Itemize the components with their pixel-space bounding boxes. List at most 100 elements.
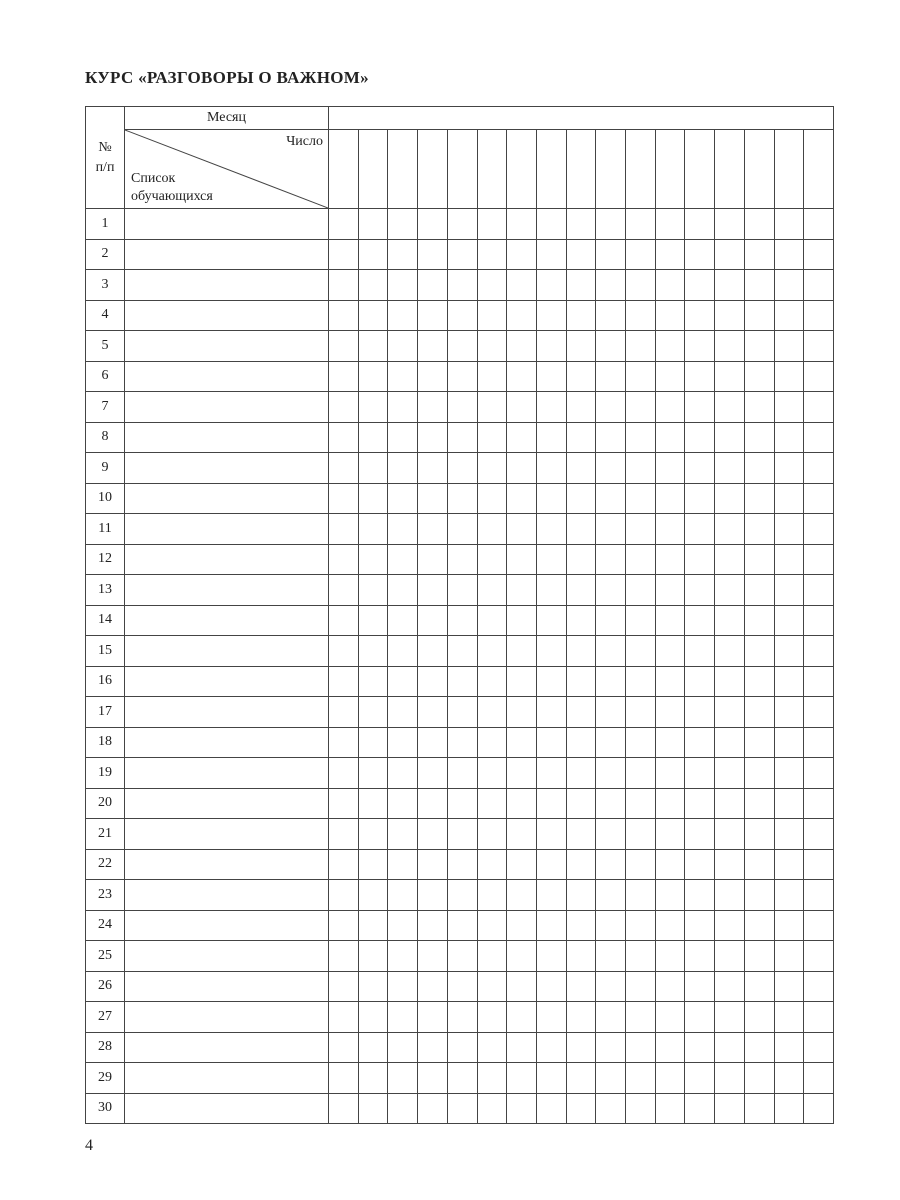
attendance-cell[interactable]: [328, 543, 359, 575]
attendance-cell[interactable]: [714, 330, 745, 362]
attendance-cell[interactable]: [773, 818, 805, 850]
attendance-cell[interactable]: [446, 1062, 478, 1094]
attendance-cell[interactable]: [535, 299, 567, 331]
attendance-cell[interactable]: [595, 299, 627, 331]
attendance-cell[interactable]: [387, 1031, 419, 1063]
month-input-cell[interactable]: [328, 106, 834, 130]
attendance-cell[interactable]: [357, 940, 389, 972]
attendance-cell[interactable]: [743, 1062, 775, 1094]
attendance-cell[interactable]: [328, 818, 359, 850]
attendance-cell[interactable]: [684, 635, 716, 667]
attendance-cell[interactable]: [595, 818, 627, 850]
attendance-cell[interactable]: [684, 1001, 716, 1033]
attendance-cell[interactable]: [446, 452, 478, 484]
attendance-cell[interactable]: [684, 421, 716, 453]
attendance-cell[interactable]: [506, 452, 537, 484]
attendance-cell[interactable]: [328, 452, 359, 484]
attendance-cell[interactable]: [476, 909, 508, 941]
student-name-cell[interactable]: [124, 818, 329, 850]
attendance-cell[interactable]: [743, 360, 775, 392]
attendance-cell[interactable]: [506, 787, 537, 819]
attendance-cell[interactable]: [714, 818, 745, 850]
attendance-cell[interactable]: [654, 452, 686, 484]
attendance-cell[interactable]: [595, 269, 627, 301]
attendance-cell[interactable]: [387, 330, 419, 362]
attendance-cell[interactable]: [417, 543, 448, 575]
attendance-cell[interactable]: [714, 909, 745, 941]
attendance-cell[interactable]: [476, 665, 508, 697]
attendance-cell[interactable]: [387, 482, 419, 514]
day-number-cell[interactable]: [446, 129, 478, 209]
attendance-cell[interactable]: [654, 330, 686, 362]
attendance-cell[interactable]: [625, 696, 656, 728]
attendance-cell[interactable]: [446, 1092, 478, 1124]
attendance-cell[interactable]: [773, 757, 805, 789]
attendance-cell[interactable]: [565, 1062, 597, 1094]
attendance-cell[interactable]: [654, 848, 686, 880]
attendance-cell[interactable]: [803, 696, 834, 728]
student-name-cell[interactable]: [124, 909, 329, 941]
attendance-cell[interactable]: [773, 665, 805, 697]
attendance-cell[interactable]: [387, 391, 419, 423]
attendance-cell[interactable]: [625, 970, 656, 1002]
attendance-cell[interactable]: [476, 757, 508, 789]
attendance-cell[interactable]: [625, 909, 656, 941]
attendance-cell[interactable]: [625, 269, 656, 301]
attendance-cell[interactable]: [535, 909, 567, 941]
attendance-cell[interactable]: [446, 391, 478, 423]
attendance-cell[interactable]: [773, 1031, 805, 1063]
day-number-cell[interactable]: [417, 129, 448, 209]
attendance-cell[interactable]: [684, 757, 716, 789]
attendance-cell[interactable]: [595, 909, 627, 941]
attendance-cell[interactable]: [357, 757, 389, 789]
day-number-cell[interactable]: [387, 129, 419, 209]
attendance-cell[interactable]: [654, 574, 686, 606]
attendance-cell[interactable]: [328, 1031, 359, 1063]
attendance-cell[interactable]: [625, 208, 656, 240]
attendance-cell[interactable]: [714, 269, 745, 301]
attendance-cell[interactable]: [328, 330, 359, 362]
attendance-cell[interactable]: [476, 1031, 508, 1063]
attendance-cell[interactable]: [446, 604, 478, 636]
attendance-cell[interactable]: [743, 940, 775, 972]
attendance-cell[interactable]: [417, 970, 448, 1002]
attendance-cell[interactable]: [803, 360, 834, 392]
attendance-cell[interactable]: [417, 787, 448, 819]
attendance-cell[interactable]: [684, 940, 716, 972]
attendance-cell[interactable]: [743, 513, 775, 545]
attendance-cell[interactable]: [743, 1092, 775, 1124]
attendance-cell[interactable]: [446, 970, 478, 1002]
attendance-cell[interactable]: [773, 299, 805, 331]
attendance-cell[interactable]: [476, 513, 508, 545]
attendance-cell[interactable]: [803, 452, 834, 484]
attendance-cell[interactable]: [654, 696, 686, 728]
attendance-cell[interactable]: [446, 818, 478, 850]
attendance-cell[interactable]: [417, 513, 448, 545]
attendance-cell[interactable]: [773, 513, 805, 545]
attendance-cell[interactable]: [743, 787, 775, 819]
attendance-cell[interactable]: [595, 208, 627, 240]
attendance-cell[interactable]: [535, 1092, 567, 1124]
attendance-cell[interactable]: [328, 482, 359, 514]
attendance-cell[interactable]: [654, 726, 686, 758]
attendance-cell[interactable]: [684, 299, 716, 331]
attendance-cell[interactable]: [773, 360, 805, 392]
attendance-cell[interactable]: [417, 1031, 448, 1063]
attendance-cell[interactable]: [535, 269, 567, 301]
attendance-cell[interactable]: [387, 1092, 419, 1124]
attendance-cell[interactable]: [328, 635, 359, 667]
attendance-cell[interactable]: [773, 909, 805, 941]
attendance-cell[interactable]: [565, 909, 597, 941]
attendance-cell[interactable]: [565, 726, 597, 758]
attendance-cell[interactable]: [625, 574, 656, 606]
attendance-cell[interactable]: [743, 879, 775, 911]
attendance-cell[interactable]: [387, 1062, 419, 1094]
attendance-cell[interactable]: [506, 574, 537, 606]
attendance-cell[interactable]: [357, 391, 389, 423]
attendance-cell[interactable]: [684, 909, 716, 941]
attendance-cell[interactable]: [328, 299, 359, 331]
attendance-cell[interactable]: [684, 818, 716, 850]
attendance-cell[interactable]: [684, 1031, 716, 1063]
attendance-cell[interactable]: [803, 909, 834, 941]
attendance-cell[interactable]: [773, 1001, 805, 1033]
